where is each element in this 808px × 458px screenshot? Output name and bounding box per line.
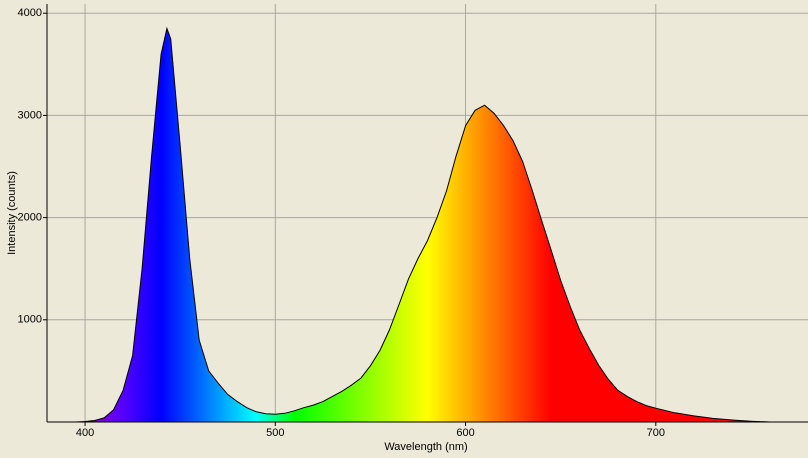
x-tick-label: 500 xyxy=(266,427,284,439)
y-tick-label: 4000 xyxy=(18,7,42,19)
spectrum-area xyxy=(75,28,770,422)
y-tick-label: 1000 xyxy=(18,314,42,326)
y-tick-label: 3000 xyxy=(18,109,42,121)
x-tick-label: 700 xyxy=(647,427,665,439)
y-axis-label: Intensity (counts) xyxy=(6,171,18,255)
spectrum-outline xyxy=(75,26,770,423)
y-tick-label: 2000 xyxy=(18,212,42,224)
x-tick-label: 600 xyxy=(456,427,474,439)
x-axis-label: Wavelength (nm) xyxy=(384,441,467,453)
x-tick-label: 400 xyxy=(76,427,94,439)
